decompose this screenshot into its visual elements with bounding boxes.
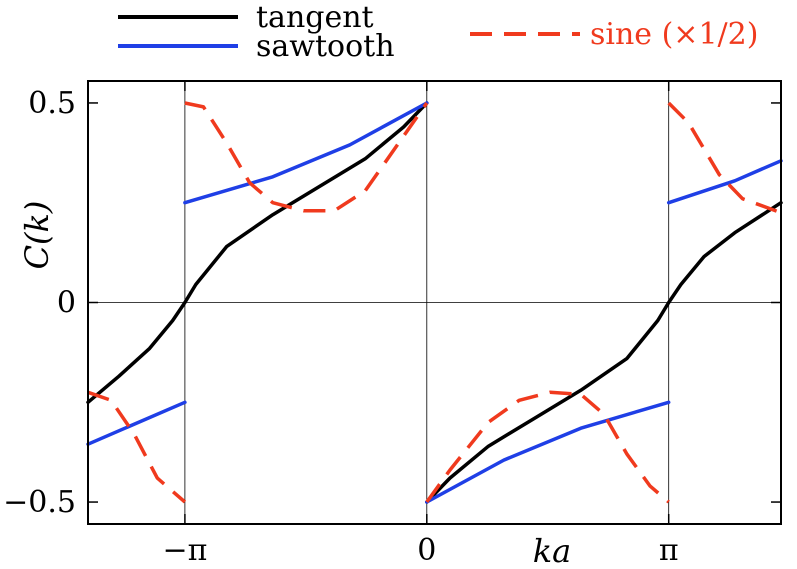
legend-label-sine: sine (×1/2) <box>590 17 758 52</box>
axis-ticks: −π 0 π 0.5 0 −0.5 <box>3 81 781 568</box>
series-2-segment-1 <box>184 101 429 213</box>
y-tick-label-1: 0 <box>57 286 76 321</box>
x-tick-label-2: π <box>659 533 679 568</box>
legend-label-tangent: tangent <box>256 0 374 35</box>
series-2-segment-0 <box>87 390 187 504</box>
series-2-segment-2 <box>425 390 670 504</box>
plot-frame <box>87 80 782 525</box>
y-axis-title: C(k) <box>18 201 56 270</box>
series-1-segment-2 <box>425 400 671 504</box>
series-1-segment-0 <box>86 400 187 446</box>
series-1-segment-1 <box>183 101 429 205</box>
series-2-segment-3 <box>667 101 782 215</box>
series-lines <box>86 101 783 504</box>
series-1-segment-3 <box>666 159 783 205</box>
legend: tangent sawtooth sine (×1/2) <box>118 0 758 64</box>
y-tick-label-2: −0.5 <box>3 485 76 520</box>
series-0-segment-0 <box>86 101 429 405</box>
x-axis-title: ka <box>533 532 571 569</box>
legend-label-sawtooth: sawtooth <box>256 29 395 64</box>
y-tick-label-0: 0.5 <box>28 86 76 121</box>
grid-lines <box>88 81 781 524</box>
x-tick-label-0: −π <box>162 533 207 568</box>
x-tick-label-1: 0 <box>417 533 436 568</box>
series-0-segment-1 <box>425 200 783 504</box>
